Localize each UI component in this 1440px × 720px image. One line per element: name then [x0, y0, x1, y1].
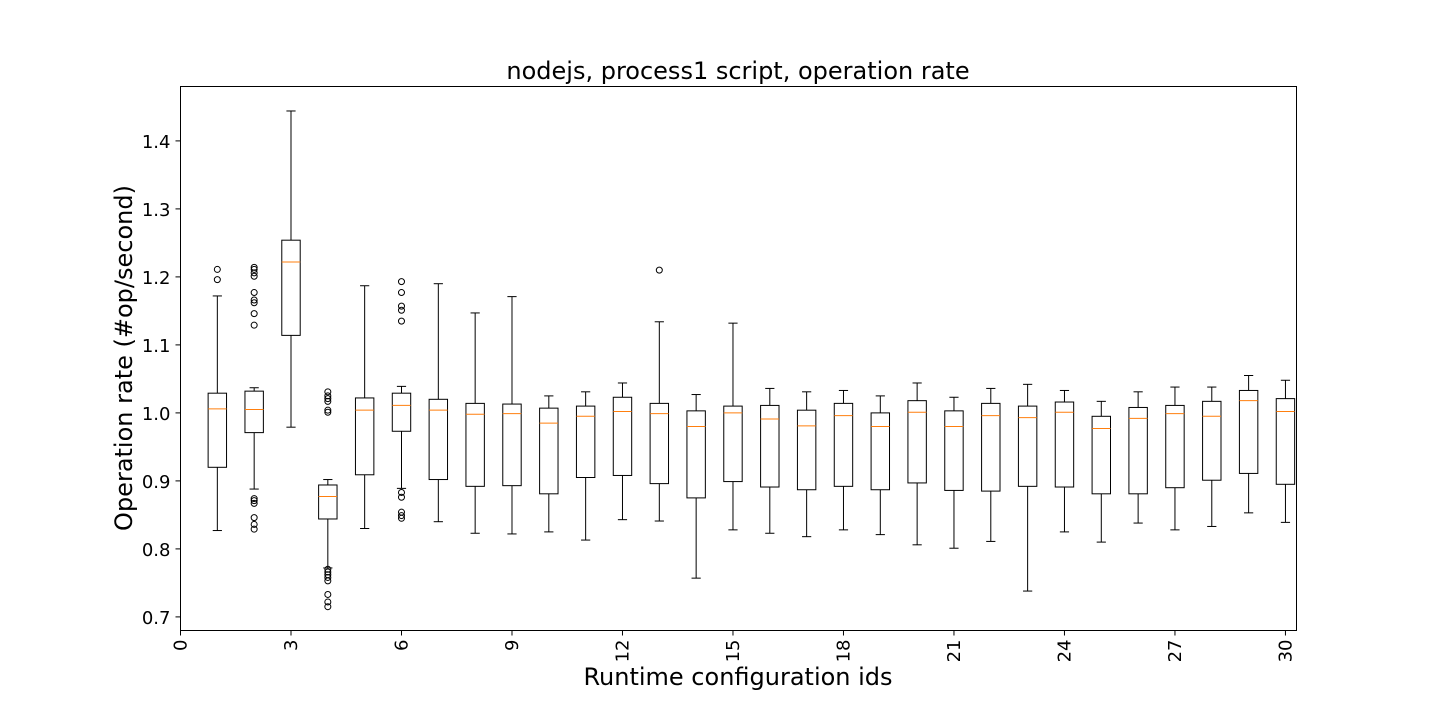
box-outlier — [250, 269, 258, 277]
x-axis-label: Runtime configuration ids — [583, 663, 892, 691]
box-outlier — [250, 296, 258, 304]
box-body — [1275, 398, 1296, 485]
y-tick-label: 1.1 — [142, 336, 171, 357]
box-outlier — [213, 265, 221, 273]
y-axis-label: Operation rate (#op/second) — [110, 185, 138, 531]
box-body — [981, 402, 1001, 492]
plot-area: 0.7 0.8 0.9 1.0 1.1 1.2 1.3 1.4 0 3 6 9 12 15 18 21 24 27… — [142, 110, 1296, 663]
box-body — [1238, 389, 1259, 474]
box-outlier — [324, 603, 332, 611]
box-outlier — [324, 598, 332, 606]
box-body — [391, 392, 412, 432]
box-outlier — [250, 495, 258, 503]
box-outlier — [250, 299, 258, 307]
box-outlier — [397, 512, 405, 520]
x-tick-label: 21 — [944, 640, 965, 663]
box-body — [760, 404, 780, 488]
y-tick-label: 0.8 — [142, 540, 171, 561]
box-outlier — [250, 520, 258, 528]
box-outlier — [397, 493, 405, 501]
box-outlier — [655, 266, 663, 274]
box-outlier — [397, 302, 405, 310]
box-body — [575, 405, 596, 479]
box-outlier — [250, 499, 258, 507]
x-tick-label: 30 — [1275, 640, 1296, 663]
box-body — [907, 400, 927, 484]
box-body — [870, 412, 891, 491]
box-body — [833, 402, 854, 487]
box-outlier — [250, 289, 258, 297]
x-tick-label: 24 — [1054, 640, 1075, 663]
box-outlier — [250, 272, 258, 280]
box-body — [207, 392, 228, 468]
box-body — [723, 405, 743, 483]
box-outlier — [324, 408, 332, 416]
box-outlier — [397, 508, 405, 516]
y-tick-label: 1.3 — [142, 200, 171, 221]
box-outlier — [397, 278, 405, 286]
box-outlier — [250, 525, 258, 533]
box-body — [1165, 404, 1185, 489]
box-body — [1054, 401, 1075, 488]
x-tick-label: 6 — [391, 640, 412, 651]
box-body — [1091, 415, 1111, 495]
box-outlier — [250, 514, 258, 522]
y-tick-label: 1.2 — [142, 268, 171, 289]
chart-title: nodejs, process1 script, operation rate — [506, 57, 969, 85]
x-tick-label: 9 — [502, 640, 523, 651]
box-body — [428, 398, 449, 481]
x-tick-label: 15 — [723, 640, 744, 663]
box-body — [354, 397, 375, 476]
box-body — [649, 402, 670, 485]
box-body — [281, 239, 301, 336]
box-body — [539, 407, 559, 495]
box-outlier — [397, 488, 405, 496]
box-outlier — [250, 310, 258, 318]
box-outlier — [397, 289, 405, 297]
box-body — [1017, 405, 1038, 487]
box-body — [1202, 400, 1222, 481]
box-outlier — [324, 397, 332, 405]
box-outlier — [324, 573, 332, 581]
box-outlier — [324, 590, 332, 598]
y-tick-label: 1.4 — [142, 132, 171, 153]
box-body — [686, 410, 706, 499]
box-outlier — [324, 406, 332, 414]
box-body — [796, 409, 817, 491]
box-outlier — [250, 263, 258, 271]
box-body — [944, 410, 964, 491]
x-tick-label: 0 — [171, 640, 192, 651]
box-outlier — [397, 317, 405, 325]
box-outlier — [324, 388, 332, 396]
x-tick-label: 12 — [612, 640, 633, 663]
box-body — [1128, 406, 1148, 495]
box-outlier — [324, 565, 332, 573]
box-outlier — [250, 265, 258, 273]
box-outlier — [213, 276, 221, 284]
y-tick-label: 0.9 — [142, 472, 171, 493]
box-outlier — [324, 568, 332, 576]
x-tick-label: 18 — [833, 640, 854, 663]
box-outlier — [397, 306, 405, 314]
box-body — [244, 390, 264, 434]
box-outlier — [324, 395, 332, 403]
box-body — [318, 484, 338, 520]
box-body — [612, 396, 633, 476]
box-outlier — [324, 392, 332, 400]
plot-frame — [180, 86, 1297, 631]
box-body — [502, 403, 522, 487]
y-tick-label: 1.0 — [142, 404, 171, 425]
box-outlier — [250, 497, 258, 505]
box-outlier — [250, 321, 258, 329]
box-body — [465, 402, 485, 487]
y-tick-label: 0.7 — [142, 608, 171, 629]
x-tick-label: 3 — [281, 640, 302, 651]
x-tick-label: 27 — [1165, 640, 1186, 663]
box-outlier — [324, 571, 332, 579]
